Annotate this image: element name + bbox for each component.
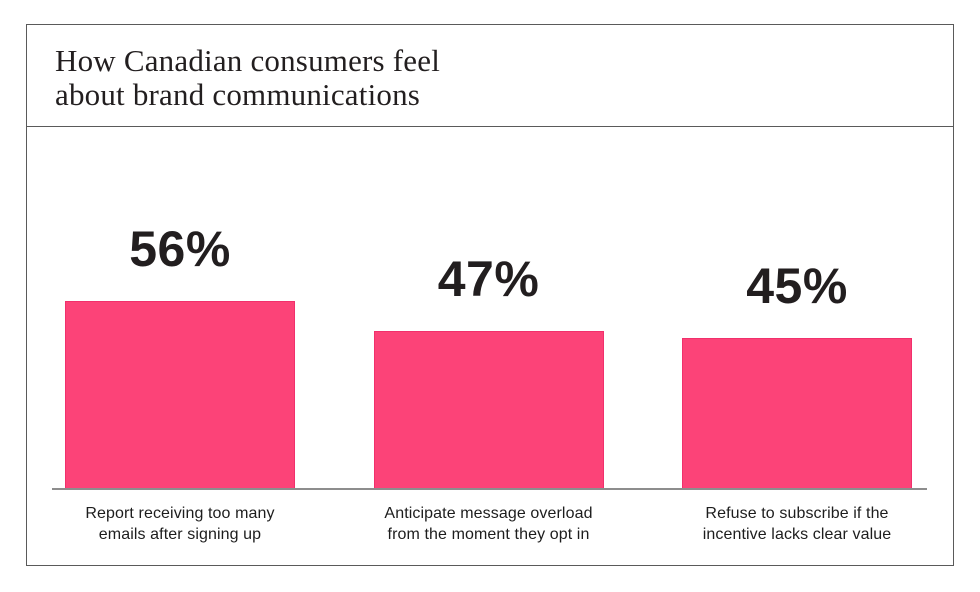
category-label-1: Report receiving too many emails after si…	[85, 505, 275, 543]
chart-title-line-1: How Canadian consumers feel	[55, 43, 441, 78]
bar-2	[373, 331, 604, 488]
bar-group-2: 47%	[373, 251, 604, 488]
value-label-3: 45%	[746, 258, 848, 314]
chart-title-line-2: about brand communications	[55, 77, 421, 112]
bars-row: 56% 47% 45%	[65, 127, 912, 488]
bar-chart: 56% 47% 45% Report receiving too many ema…	[27, 127, 953, 564]
bar-group-3: 45%	[682, 261, 912, 488]
chart-panel: How Canadian consumers feel about brand c…	[26, 24, 954, 566]
bar-3	[682, 338, 912, 488]
bar-1	[65, 301, 295, 488]
chart-header: How Canadian consumers feel about brand c…	[27, 25, 953, 127]
bar-group-1: 56%	[65, 224, 295, 488]
value-label-2: 47%	[437, 251, 540, 307]
captions-row: Report receiving too many emails after si…	[65, 503, 912, 545]
x-axis-line	[52, 488, 927, 490]
value-label-1: 56%	[129, 221, 231, 277]
category-label-3: Refuse to subscribe if the incentive lack…	[702, 505, 892, 543]
chart-title: How Canadian consumers feel about brand c…	[55, 44, 925, 112]
category-label-2: Anticipate message overload from the mome…	[384, 505, 593, 543]
